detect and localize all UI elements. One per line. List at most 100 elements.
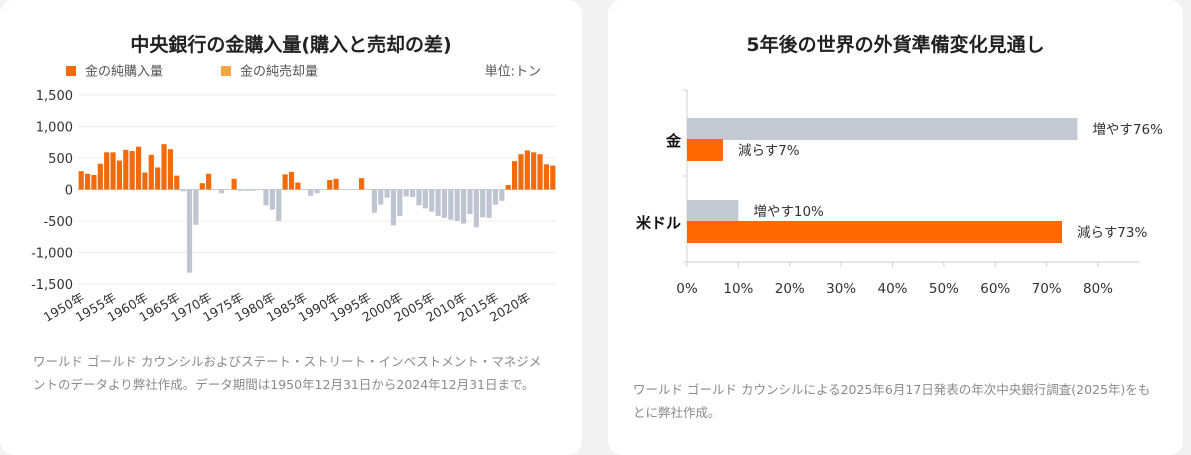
bar-2020 <box>524 150 530 190</box>
bar-1969 <box>199 183 205 190</box>
bar-1979 <box>263 189 269 206</box>
bar-1963 <box>161 144 167 190</box>
bar-2014 <box>486 189 492 218</box>
bar-1989 <box>327 180 333 190</box>
bar-1954 <box>104 152 110 190</box>
bar-1990 <box>333 178 339 190</box>
bar-2010 <box>461 189 467 224</box>
bar-1952 <box>91 175 97 190</box>
bar-1955 <box>110 152 116 190</box>
bar-2024 <box>550 165 556 190</box>
bar-1976 <box>244 189 250 191</box>
bar-2008 <box>448 189 454 220</box>
bar-1998 <box>384 189 390 198</box>
bar-1967 <box>186 189 193 273</box>
reserve-outlook-chart-title: 5年後の世界の外貨準備変化見通し <box>746 34 1045 56</box>
reserve-outlook-card: 5年後の世界の外貨準備変化見通し 増やす76% 減らす7% 増やす10% 減らす73%… <box>608 0 1183 455</box>
bar-2001 <box>403 189 409 197</box>
legend-label-1: 金の純売却量 <box>240 64 318 80</box>
x-tick-label: 70% <box>1032 281 1062 297</box>
gold-purchase-chart: 金の純購入量 金の純売却量 単位:トン 1,500 1,000 500 0 -500 -1,0… <box>31 64 556 325</box>
bar-1986 <box>308 189 314 196</box>
bar-2009 <box>454 189 460 221</box>
gold-purchase-chart-title: 中央銀行の金購入量(購入と売却の差) <box>130 34 452 56</box>
bar-1974 <box>231 178 237 190</box>
bar-2023 <box>543 164 550 190</box>
bar-1981 <box>276 189 282 221</box>
bar-usd-increase <box>687 200 739 222</box>
bar-2018 <box>511 161 518 190</box>
bar-value-label: 増やす76% <box>1092 122 1163 138</box>
x-tick-label: 60% <box>980 281 1010 297</box>
bar-1957 <box>123 149 129 190</box>
bar-2022 <box>537 154 543 190</box>
category-label: 米ドル <box>636 214 681 232</box>
bar-1983 <box>288 171 295 190</box>
legend-swatch-1 <box>221 66 231 76</box>
bar-2017 <box>505 185 511 190</box>
bar-usd-decrease <box>687 221 1063 243</box>
x-tick-label: 40% <box>877 281 907 297</box>
bar-2021 <box>531 152 537 190</box>
bar-1984 <box>295 182 301 190</box>
bar-2016 <box>499 189 505 201</box>
bar-1962 <box>155 167 161 190</box>
bar-2011 <box>467 189 473 215</box>
y-tick-label: -500 <box>43 215 73 230</box>
x-tick-label: 50% <box>929 281 959 297</box>
bar-1950 <box>78 171 84 190</box>
bar-value-label: 減らす73% <box>1077 224 1147 241</box>
bar-1982 <box>282 174 288 190</box>
bar-2000 <box>397 189 403 216</box>
reserve-outlook-source-note: ワールド ゴールド カウンシルによる2025年6月17日発表の年次中央銀行調査(… <box>633 382 1151 420</box>
bar-2006 <box>435 189 441 216</box>
bar-gold-decrease <box>687 139 723 161</box>
bar-2002 <box>410 189 416 198</box>
bar-gold-increase <box>687 118 1078 140</box>
x-tick-label: 10% <box>723 281 753 297</box>
bar-1953 <box>97 163 103 190</box>
gold-purchase-source-note: ワールド ゴールド カウンシルおよびステート・ストリート・インベストメント・マネ… <box>33 354 542 392</box>
gold-purchase-card: 中央銀行の金購入量(購入と売却の差) 金の純購入量 金の純売却量 単位:トン 1,5… <box>0 0 582 455</box>
bar-2003 <box>416 189 422 206</box>
bar-1980 <box>269 189 275 210</box>
y-tick-label: -1,500 <box>31 278 73 293</box>
bar-2007 <box>441 189 448 218</box>
bar-1958 <box>129 151 135 190</box>
bar-1961 <box>148 154 154 190</box>
bar-1964 <box>167 149 173 190</box>
bar-1970 <box>206 173 212 190</box>
bar-1959 <box>135 146 142 190</box>
legend-label-0: 金の純購入量 <box>85 64 163 80</box>
y-tick-label: 0 <box>65 184 73 199</box>
unit-label: 単位:トン <box>485 64 541 80</box>
bar-1999 <box>390 189 397 226</box>
bar-1997 <box>378 189 384 205</box>
x-tick-label: 30% <box>826 281 856 297</box>
bar-1965 <box>174 175 180 190</box>
bar-value-label: 減らす7% <box>738 142 800 159</box>
bar-1951 <box>84 173 91 190</box>
legend-swatch-0 <box>66 66 76 76</box>
bar-1956 <box>116 160 123 190</box>
bar-2012 <box>473 189 479 228</box>
bar-1994 <box>359 178 365 190</box>
bar-value-label: 増やす10% <box>753 204 824 220</box>
y-tick-label: 500 <box>48 152 73 167</box>
bar-2013 <box>480 189 486 218</box>
bar-2019 <box>518 154 524 190</box>
bar-1996 <box>371 189 377 213</box>
y-tick-label: -1,000 <box>31 247 73 262</box>
bar-1960 <box>142 172 148 190</box>
x-tick-label: 0% <box>676 281 698 297</box>
bar-1972 <box>218 189 224 194</box>
bar-1987 <box>314 189 320 194</box>
bar-1966 <box>180 189 186 192</box>
bar-2004 <box>422 189 428 209</box>
y-tick-label: 1,500 <box>36 89 73 104</box>
bar-1977 <box>250 189 256 191</box>
x-tick-label: 20% <box>775 281 805 297</box>
x-tick-label: 80% <box>1083 281 1113 297</box>
bar-1978 <box>257 189 263 191</box>
